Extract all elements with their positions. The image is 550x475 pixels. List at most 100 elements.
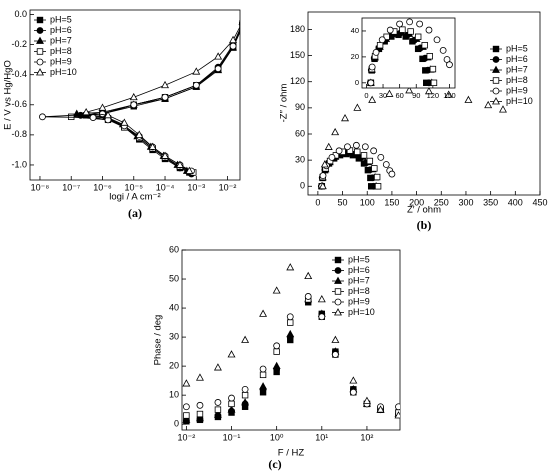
marker	[214, 52, 223, 60]
marker	[492, 56, 500, 63]
marker	[241, 335, 250, 343]
legend-label: pH=10	[50, 67, 77, 77]
legend-label: pH=7	[506, 64, 528, 74]
marker	[273, 342, 281, 350]
x-tick-label: 10⁻¹	[223, 432, 241, 442]
marker	[334, 298, 342, 306]
marker	[196, 401, 204, 409]
plot-frame	[307, 11, 541, 196]
marker	[135, 130, 144, 138]
marker	[36, 16, 44, 24]
marker	[376, 405, 385, 413]
marker	[318, 313, 326, 321]
marker	[334, 288, 342, 295]
x-tick-label: 10⁻⁵	[125, 182, 144, 192]
marker	[304, 271, 313, 280]
marker	[352, 141, 360, 149]
marker	[195, 414, 204, 422]
marker	[424, 86, 433, 95]
x-tick-label: 0	[315, 197, 320, 207]
marker	[371, 165, 378, 172]
legend-label: pH=6	[506, 54, 528, 64]
marker	[426, 53, 433, 60]
marker	[227, 405, 236, 413]
x-tick-label: 120	[427, 91, 440, 100]
marker	[405, 86, 414, 94]
marker	[82, 107, 91, 116]
y-tick-label: -0.2	[11, 39, 27, 49]
marker	[239, 20, 240, 27]
marker	[227, 350, 236, 358]
marker	[396, 20, 403, 28]
plot-frame	[29, 9, 241, 181]
y-axis-label: -Z″ / ohm	[279, 84, 290, 123]
marker	[130, 101, 138, 109]
marker	[259, 365, 267, 373]
marker	[334, 276, 342, 284]
legend-label: pH=9	[506, 85, 528, 95]
marker	[239, 21, 240, 29]
marker	[213, 410, 222, 418]
y-tick-label: 40	[169, 302, 179, 312]
legend-label: pH=7	[50, 35, 72, 45]
marker	[499, 105, 507, 113]
marker	[368, 95, 377, 103]
legend-label: pH=7	[348, 275, 370, 285]
marker	[39, 113, 46, 121]
y-tick-label: 120	[290, 76, 305, 86]
marker	[192, 67, 201, 75]
marker	[89, 114, 97, 121]
marker	[36, 36, 44, 44]
marker	[213, 363, 222, 371]
legend-label: pH=10	[348, 307, 375, 317]
marker	[304, 293, 312, 300]
x-tick-label: 10⁰	[270, 432, 284, 442]
series-line	[42, 28, 240, 172]
x-tick-label: 10¹	[315, 432, 328, 442]
marker	[344, 143, 351, 151]
marker	[368, 63, 376, 71]
x-tick-label: 90	[412, 91, 420, 100]
marker	[376, 42, 384, 49]
marker	[373, 173, 381, 181]
marker	[433, 36, 441, 44]
marker	[229, 35, 238, 43]
x-tick-label: 10⁻⁶	[93, 182, 112, 192]
marker	[214, 399, 222, 406]
x-tick-label: 200	[409, 197, 424, 207]
marker	[229, 42, 237, 50]
marker	[272, 286, 281, 294]
marker	[425, 26, 433, 34]
marker	[273, 348, 280, 355]
y-tick-label: 0	[355, 78, 359, 87]
marker	[414, 33, 422, 40]
legend-label: pH=5	[50, 14, 72, 24]
marker	[378, 36, 386, 44]
marker	[484, 100, 493, 109]
x-tick-label: 0	[364, 91, 368, 100]
marker	[395, 403, 400, 411]
marker	[241, 398, 250, 406]
legend-label: pH=9	[50, 56, 72, 66]
y-tick-label: 50	[169, 273, 179, 283]
marker	[318, 181, 327, 190]
marker	[228, 394, 235, 402]
x-tick-label: 30	[379, 91, 387, 100]
marker	[182, 403, 190, 411]
marker	[446, 61, 453, 69]
legend-label: pH=5	[506, 43, 528, 53]
marker	[238, 22, 240, 25]
marker	[464, 95, 473, 103]
series-line	[80, 28, 240, 175]
marker	[241, 385, 249, 393]
marker	[259, 382, 268, 390]
marker	[382, 161, 390, 168]
marker	[361, 143, 369, 151]
legend-label: pH=6	[50, 25, 72, 35]
marker	[161, 151, 170, 159]
y-tick-label: 20	[351, 52, 359, 61]
marker	[492, 87, 500, 95]
x-tick-label: 150	[384, 197, 399, 207]
x-tick-label: 60	[395, 91, 403, 100]
